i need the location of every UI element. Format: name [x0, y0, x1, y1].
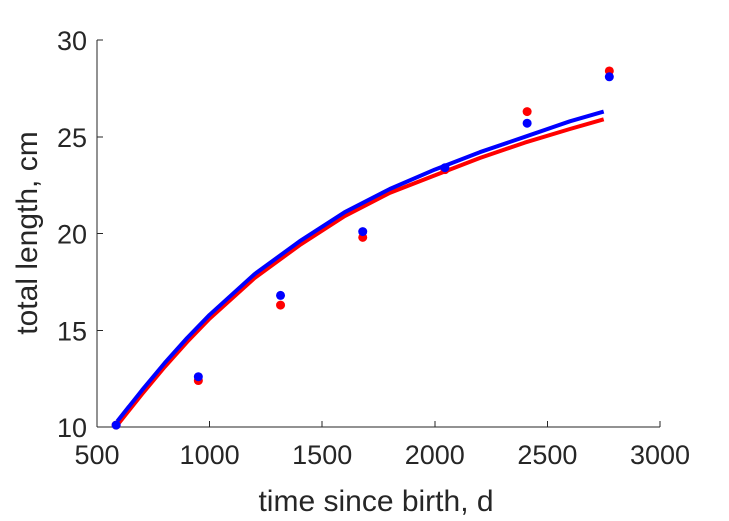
axis-labels: time since birth, d total length, cm	[11, 131, 494, 518]
data-point-2	[440, 163, 450, 173]
fit-curve-2	[115, 109, 605, 423]
data-point-2	[193, 372, 203, 382]
y-tick-label: 25	[57, 123, 87, 153]
x-tick-label: 1000	[180, 440, 240, 470]
y-tick-label: 15	[57, 316, 87, 346]
y-tick-label: 10	[57, 413, 87, 443]
x-tick-label: 500	[74, 440, 119, 470]
y-tick-label: 20	[57, 220, 87, 250]
y-tick-label: 30	[57, 26, 87, 56]
data-point-2	[522, 118, 532, 128]
data-point-1	[522, 107, 532, 117]
fit-curves	[115, 109, 605, 427]
axes: 500 1000 1500 2000 2500 3000 10 15 20 25 30	[57, 26, 690, 470]
data-points	[111, 66, 614, 430]
x-tick-label: 3000	[630, 440, 690, 470]
data-point-2	[111, 420, 121, 430]
fit-curve-1	[115, 117, 605, 427]
data-point-1	[276, 300, 286, 310]
y-axis-label: total length, cm	[11, 131, 44, 334]
x-tick-label: 2000	[405, 440, 465, 470]
x-axis-label: time since birth, d	[258, 485, 493, 518]
x-tick-label: 2500	[517, 440, 577, 470]
data-point-2	[276, 290, 286, 300]
data-point-2	[358, 227, 368, 237]
x-tick-label: 1500	[292, 440, 352, 470]
data-point-2	[604, 72, 614, 82]
